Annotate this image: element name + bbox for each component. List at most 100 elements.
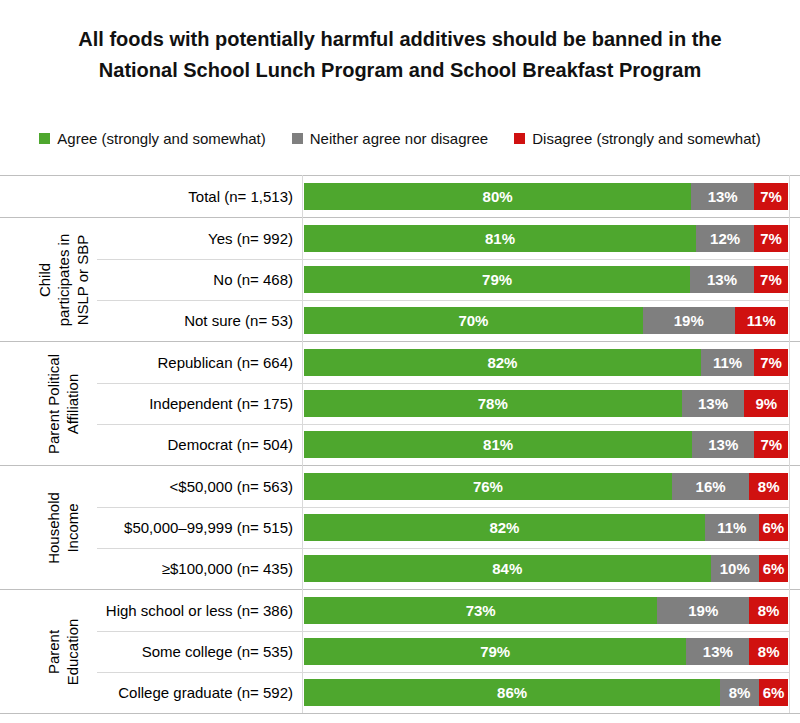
bar-track: 82% 11% 7% — [304, 349, 788, 376]
axis-line-hundred — [789, 175, 790, 713]
legend-item-disagree: Disagree (strongly and somewhat) — [514, 130, 760, 147]
category-label: College graduate (n= 592) — [0, 684, 302, 701]
bar-value-label: 80% — [483, 188, 513, 205]
bar-segment-neither: 8% — [720, 679, 759, 706]
bar-segment-disagree: 7% — [754, 349, 788, 376]
legend-item-agree: Agree (strongly and somewhat) — [39, 130, 265, 147]
bar-track: 81%12%7% — [304, 225, 788, 252]
bar-track: 76% 16% 8% — [304, 473, 788, 500]
bar-segment-agree: 79% — [304, 638, 686, 665]
category-label: Total (n= 1,513) — [0, 188, 302, 205]
bar-value-label: 13% — [698, 395, 728, 412]
bar-segment-disagree: 6% — [759, 514, 788, 541]
chart-row: <$50,000 (n= 563) 76% 16% 8% — [0, 466, 800, 507]
bar-track: 70% 19% 11% — [304, 307, 788, 334]
bar-segment-agree: 82% — [304, 514, 705, 541]
bar-value-label: 79% — [480, 643, 510, 660]
bar-value-label: 8% — [729, 684, 751, 701]
bar-segment-agree: 86% — [304, 679, 720, 706]
bar-segment-agree: 73% — [304, 597, 657, 624]
bar-segment-neither: 13% — [682, 390, 745, 417]
category-label: ≥$100,000 (n= 435) — [0, 560, 302, 577]
bar-segment-agree: 82% — [304, 349, 701, 376]
bar-segment-neither: 10% — [711, 555, 759, 582]
category-label: Republican (n= 664) — [0, 354, 302, 371]
chart-group: Total (n= 1,513) 80% 13% 7% — [0, 175, 800, 217]
chart-row: Yes (n= 992)81%12%7% — [0, 218, 800, 259]
bar-value-label: 6% — [763, 560, 785, 577]
chart-group: Child participates in NSLP or SBPYes (n=… — [0, 217, 800, 341]
bar-value-label: 86% — [497, 684, 527, 701]
axis-line-zero — [302, 175, 303, 713]
bar-value-label: 7% — [760, 188, 782, 205]
bar-segment-agree: 81% — [304, 225, 696, 252]
chart-row: Independent (n= 175) 78% 13% 9% — [0, 383, 800, 424]
category-label: Democrat (n= 504) — [0, 436, 302, 453]
bar-segment-disagree: 8% — [749, 473, 788, 500]
bar-value-label: 6% — [763, 684, 785, 701]
legend-swatch-disagree-icon — [514, 133, 525, 144]
bar-track: 84% 10%6% — [304, 555, 788, 582]
bar-track: 82%11%6% — [304, 514, 788, 541]
chart-legend: Agree (strongly and somewhat) Neither ag… — [0, 130, 800, 147]
bar-value-label: 13% — [708, 188, 738, 205]
category-label: No (n= 468) — [0, 271, 302, 288]
bar-value-label: 9% — [755, 395, 777, 412]
bar-segment-disagree: 7% — [754, 266, 788, 293]
bar-segment-disagree: 6% — [759, 679, 788, 706]
bar-segment-disagree: 6% — [759, 555, 788, 582]
bar-value-label: 81% — [483, 436, 513, 453]
bar-value-label: 8% — [758, 643, 780, 660]
chart-title: All foods with potentially harmful addit… — [70, 24, 730, 86]
bar-value-label: 13% — [703, 643, 733, 660]
stacked-bar-chart: Total (n= 1,513)80%13%7%Child participat… — [0, 175, 800, 714]
bar-segment-disagree: 7% — [754, 225, 788, 252]
bar-segment-neither: 11% — [701, 349, 754, 376]
chart-group: Household Income<$50,000 (n= 563)76%16%8… — [0, 465, 800, 589]
bar-value-label: 84% — [492, 560, 522, 577]
bar-value-label: 11% — [713, 354, 742, 371]
bar-value-label: 13% — [707, 271, 737, 288]
bar-segment-disagree: 11% — [735, 307, 788, 334]
bar-segment-agree: 76% — [304, 473, 672, 500]
legend-item-neither: Neither agree nor disagree — [292, 130, 488, 147]
bar-value-label: 7% — [760, 354, 782, 371]
chart-row: Republican (n= 664) 82% 11% 7% — [0, 342, 800, 383]
bar-value-label: 78% — [478, 395, 508, 412]
bar-segment-neither: 13% — [692, 431, 754, 458]
legend-label-agree: Agree (strongly and somewhat) — [57, 130, 265, 147]
bar-segment-neither: 13% — [691, 183, 754, 210]
chart-row: $50,000–99,999 (n= 515)82%11%6% — [0, 507, 800, 548]
bar-segment-agree: 81% — [304, 431, 692, 458]
bar-value-label: 82% — [487, 354, 517, 371]
bar-segment-agree: 78% — [304, 390, 682, 417]
legend-label-neither: Neither agree nor disagree — [310, 130, 488, 147]
bar-value-label: 16% — [696, 478, 726, 495]
bar-segment-neither: 13% — [686, 638, 749, 665]
bar-value-label: 70% — [458, 312, 488, 329]
category-label: Yes (n= 992) — [0, 230, 302, 247]
bar-value-label: 76% — [473, 478, 503, 495]
bar-segment-neither: 19% — [657, 597, 749, 624]
chart-row: Some college (n= 535) 79% 13% 8% — [0, 631, 800, 672]
bar-track: 79% 13% 8% — [304, 638, 788, 665]
bar-track: 86% 8% 6% — [304, 679, 788, 706]
category-label: <$50,000 (n= 563) — [0, 478, 302, 495]
bar-value-label: 13% — [708, 436, 738, 453]
bar-segment-agree: 80% — [304, 183, 691, 210]
bar-value-label: 7% — [760, 436, 782, 453]
category-label: High school or less (n= 386) — [0, 602, 302, 619]
bar-value-label: 19% — [674, 312, 704, 329]
bar-track: 73%19%8% — [304, 597, 788, 624]
category-label: Some college (n= 535) — [0, 643, 302, 660]
bar-value-label: 19% — [688, 602, 718, 619]
bar-segment-neither: 13% — [690, 266, 754, 293]
category-label: Independent (n= 175) — [0, 395, 302, 412]
chart-group: Parent Political AffiliationRepublican (… — [0, 341, 800, 465]
bar-segment-disagree: 7% — [754, 431, 788, 458]
bar-value-label: 6% — [762, 519, 784, 536]
chart-row: College graduate (n= 592) 86% 8% 6% — [0, 672, 800, 713]
bar-value-label: 8% — [758, 478, 780, 495]
chart-row: No (n= 468)79%13%7% — [0, 259, 800, 300]
legend-swatch-agree-icon — [39, 133, 50, 144]
